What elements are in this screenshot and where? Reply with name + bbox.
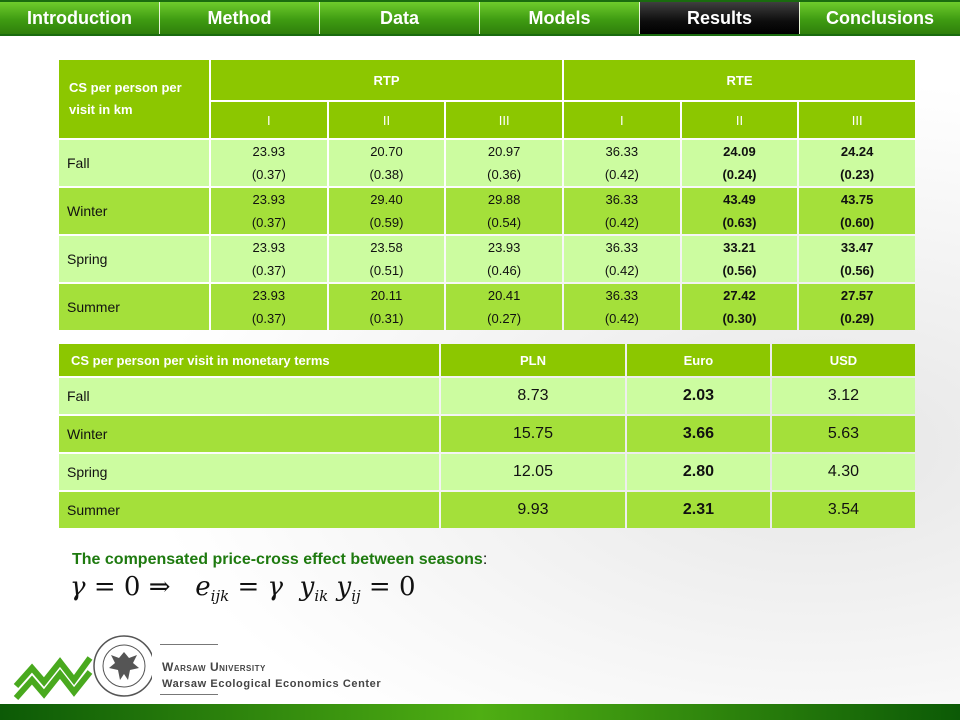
table-cell: 36.33 (0.42)	[604, 192, 639, 230]
row-label: Fall	[67, 388, 90, 404]
corner-header: CS per person per visit in km	[59, 60, 209, 138]
monetary-header: CS per person per visit in monetary term…	[59, 344, 439, 376]
subheader-rte-ii: II	[681, 102, 798, 138]
subheader-rte-iii: III	[799, 102, 915, 138]
subheader-rtp-ii: II	[328, 102, 445, 138]
table-cell: 23.93 (0.37)	[251, 240, 286, 278]
table-cell: 33.21 (0.56)	[722, 240, 757, 278]
table-cell: 23.93 (0.37)	[251, 288, 286, 326]
table-cell: 36.33 (0.42)	[604, 288, 639, 326]
row-label: Summer	[67, 299, 120, 315]
tab-models[interactable]: Models	[480, 2, 640, 34]
table-row: Summer 9.93 2.31 3.54	[59, 492, 915, 528]
table-row: Fall 23.93 (0.37) 20.70 (0.38) 20.97 (0.36)…	[59, 140, 915, 186]
table-row: Fall 8.73 2.03 3.12	[59, 378, 915, 414]
table-cell: 33.47 (0.56)	[840, 240, 875, 278]
table-cell: 3.12	[827, 387, 860, 404]
center-name: Warsaw Ecological Economics Center	[162, 678, 382, 690]
top-nav: Introduction Method Data Models Results …	[0, 0, 960, 36]
table-cell: 4.30	[827, 463, 860, 480]
table-cell: 2.03	[682, 387, 715, 404]
formula: γ = 0 ⇒ eijk = γ yik yij = 0	[70, 572, 416, 606]
table-cell: 2.31	[682, 501, 715, 518]
table-cell: 23.93 (0.46)	[487, 240, 522, 278]
table-cell: 3.54	[827, 501, 860, 518]
row-label: Spring	[67, 464, 108, 480]
table-cell: 43.75 (0.60)	[840, 192, 875, 230]
table-row: Winter 23.93 (0.37) 29.40 (0.59) 29.88 (0.5…	[59, 188, 915, 234]
row-label: Fall	[67, 155, 90, 171]
group-header-rte: RTE	[563, 60, 915, 100]
table-cell: 27.57 (0.29)	[840, 288, 875, 326]
bottom-bar	[0, 704, 960, 720]
table-row: Spring 12.05 2.80 4.30	[59, 454, 915, 490]
row-label: Winter	[67, 426, 108, 442]
table-cell: 36.33 (0.42)	[604, 144, 639, 182]
university-name: Warsaw University	[162, 660, 266, 674]
tab-data[interactable]: Data	[320, 2, 480, 34]
table-cell: 12.05	[512, 463, 553, 480]
group-header-rtp: RTP	[211, 60, 562, 100]
table-cell: 3.66	[682, 425, 715, 442]
tab-results[interactable]: Results	[640, 2, 800, 34]
table-cell: 20.97 (0.36)	[487, 144, 522, 182]
table-cell: 36.33 (0.42)	[604, 240, 639, 278]
table-cell: 29.40 (0.59)	[369, 192, 404, 230]
table-cell: 23.93 (0.37)	[251, 192, 286, 230]
table-row: Summer 23.93 (0.37) 20.11 (0.31) 20.41 (0.2…	[59, 284, 915, 330]
table-cell: 24.09 (0.24)	[722, 144, 757, 182]
table-cell: 24.24 (0.23)	[840, 144, 875, 182]
header-pln: PLN	[441, 344, 625, 376]
subheader-rtp-i: I	[211, 102, 327, 138]
footer-divider	[160, 644, 218, 645]
cs-monetary-table: CS per person per visit in monetary term…	[57, 342, 917, 530]
table-row: Winter 15.75 3.66 5.63	[59, 416, 915, 452]
table-cell: 23.58 (0.51)	[369, 240, 404, 278]
table-cell: 8.73	[517, 387, 549, 404]
tab-introduction[interactable]: Introduction	[0, 2, 160, 34]
header-usd: USD	[771, 344, 915, 376]
table-cell: 20.11 (0.31)	[369, 288, 404, 326]
table-cell: 5.63	[827, 425, 860, 442]
table-cell: 43.49 (0.63)	[722, 192, 757, 230]
table-cell: 20.70 (0.38)	[369, 144, 404, 182]
tab-method[interactable]: Method	[160, 2, 320, 34]
cs-km-table: CS per person per visit in km RTP RTE I …	[57, 58, 917, 332]
row-label: Winter	[67, 203, 108, 219]
table-cell: 23.93 (0.37)	[251, 144, 286, 182]
footer-divider	[160, 694, 218, 695]
row-label: Spring	[67, 251, 108, 267]
table-cell: 27.42 (0.30)	[722, 288, 757, 326]
table-cell: 9.93	[517, 501, 549, 518]
table-row: Spring 23.93 (0.37) 23.58 (0.51) 23.93 (0.4…	[59, 236, 915, 282]
table-cell: 15.75	[512, 425, 553, 442]
header-euro: Euro	[626, 344, 770, 376]
row-label: Summer	[67, 502, 120, 518]
caption: The compensated price-cross effect betwe…	[72, 551, 488, 568]
subheader-rte-i: I	[563, 102, 680, 138]
subheader-rtp-iii: III	[446, 102, 562, 138]
university-logo	[13, 635, 152, 700]
table-cell: 2.80	[682, 463, 715, 480]
tab-conclusions[interactable]: Conclusions	[800, 2, 960, 34]
table-cell: 20.41 (0.27)	[487, 288, 522, 326]
table-cell: 29.88 (0.54)	[487, 192, 522, 230]
